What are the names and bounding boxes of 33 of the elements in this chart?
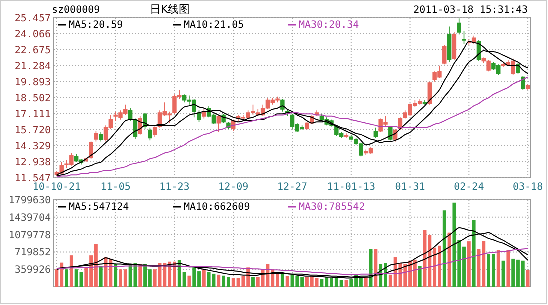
y-tick-label: 1439704 <box>8 212 51 224</box>
y-tick-label: 1799630 <box>8 196 51 206</box>
y-tick-label: 18.502 <box>14 94 51 104</box>
x-tick-label: 12-27 <box>277 182 308 193</box>
y-tick-label: 24.066 <box>14 30 51 40</box>
x-tick-label: 11-05 <box>100 182 131 193</box>
y-tick-label: 17.111 <box>14 110 51 120</box>
x-tick-label: 01-31 <box>395 182 426 193</box>
legend-label: MA30:785542 <box>299 202 366 213</box>
y-tick-label: 12.938 <box>14 158 51 168</box>
y-tick-label: 22.675 <box>14 46 51 56</box>
legend-label: MA5:20.59 <box>69 20 124 31</box>
legend-label: MA10:21.05 <box>184 20 244 31</box>
y-tick-label: 15.720 <box>14 126 51 136</box>
x-tick-label: 10-10-21 <box>32 182 82 193</box>
text: 2011-03-18 15:31:43 <box>414 5 528 16</box>
y-tick-label: 25.457 <box>14 14 51 24</box>
legend-label: MA5:547124 <box>69 202 130 213</box>
legend-label: MA10:662609 <box>184 202 250 213</box>
y-tick-label: 21.284 <box>14 62 51 72</box>
y-tick-label: 719852 <box>14 248 51 259</box>
y-tick-label: 1079778 <box>8 230 51 242</box>
x-tick-label: 12-09 <box>218 182 249 193</box>
text: sz000009 <box>52 5 100 16</box>
y-tick-label: 14.329 <box>14 142 51 152</box>
x-tick-label: 11-23 <box>160 182 190 193</box>
chart-title: 日K线图 <box>150 3 190 16</box>
x-tick-label: 02-24 <box>454 182 484 193</box>
x-tick-label: 03-18 <box>513 182 544 193</box>
legend-label: MA30:20.34 <box>299 20 360 31</box>
y-tick-label: 19.893 <box>14 78 51 88</box>
x-tick-label: 11-01-13 <box>327 182 376 193</box>
y-tick-label: 359926 <box>14 265 51 276</box>
